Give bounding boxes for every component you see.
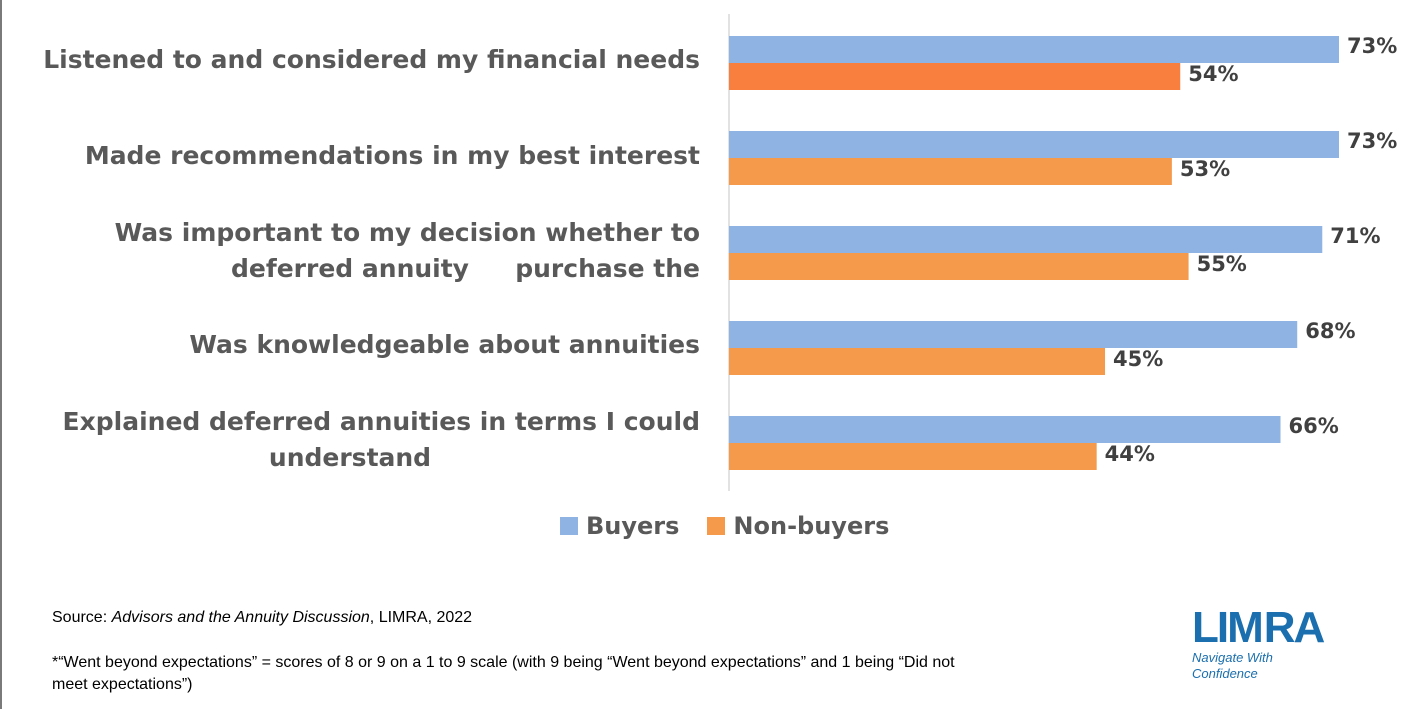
bar-non-buyers-5 [729,443,1097,470]
value-label-non-buyers-1: 54% [1188,62,1239,86]
logo-tagline-1: Navigate With [1192,650,1273,665]
value-label-non-buyers-4: 45% [1113,347,1164,371]
bar-non-buyers-2 [729,158,1172,185]
legend-label-non-buyers: Non-buyers [733,512,890,540]
bar-non-buyers-3 [729,253,1189,280]
logo-word-right: RA [1263,603,1326,652]
value-label-non-buyers-5: 44% [1104,442,1155,466]
bar-buyers-2 [729,131,1339,158]
bar-buyers-5 [729,416,1281,443]
source-suffix: , LIMRA, 2022 [369,609,473,626]
value-label-buyers-5: 66% [1288,414,1339,438]
logo-tagline-2: Confidence [1192,666,1258,681]
category-label-4-line-1: Was knowledgeable about annuities [189,330,700,359]
legend-item-non-buyers: Non-buyers [707,512,889,540]
value-label-buyers-3: 71% [1330,224,1381,248]
logo-word-left: LIM [1192,603,1264,652]
value-label-non-buyers-2: 53% [1179,157,1231,181]
value-label-buyers-1: 73% [1347,34,1398,58]
value-label-non-buyers-3: 55% [1196,252,1247,276]
slide-border [0,0,2,709]
limra-logo: LIM RA Navigate With Confidence [1192,603,1325,682]
footnote: *“Went beyond expectations” = scores of … [52,654,955,693]
logo-wordmark: LIM RA [1192,603,1325,652]
category-label-3-line-1: Was important to my decision whether to … [114,218,700,283]
source-prefix: Source: [52,609,112,626]
legend-swatch-buyers [560,517,578,535]
legend-item-buyers: Buyers [560,512,679,540]
legend: Buyers Non-buyers [560,512,917,540]
category-label-1-line-1: Listened to and considered my financial … [43,45,700,74]
source-title: Advisors and the Annuity Discussion [111,609,370,626]
legend-label-buyers: Buyers [586,512,680,540]
category-label-3-line-2: deferred annuity [231,254,469,283]
bar-non-buyers-1 [729,63,1181,90]
bar-buyers-3 [729,226,1323,253]
value-label-buyers-4: 68% [1305,319,1356,343]
bar-buyers-4 [729,321,1298,348]
source-note: Source: Advisors and the Annuity Discuss… [52,607,472,629]
bar-chart [728,14,1339,491]
category-label-5-line-1: Explained deferred annuities in terms I … [62,407,700,436]
category-label-5-line-2: understand [268,443,432,472]
value-label-buyers-2: 73% [1347,129,1398,153]
bar-non-buyers-4 [729,348,1106,375]
legend-swatch-non-buyers [707,517,726,535]
bar-buyers-1 [729,36,1339,63]
category-label-2-line-1: Made recommendations in my best interest [84,141,700,170]
